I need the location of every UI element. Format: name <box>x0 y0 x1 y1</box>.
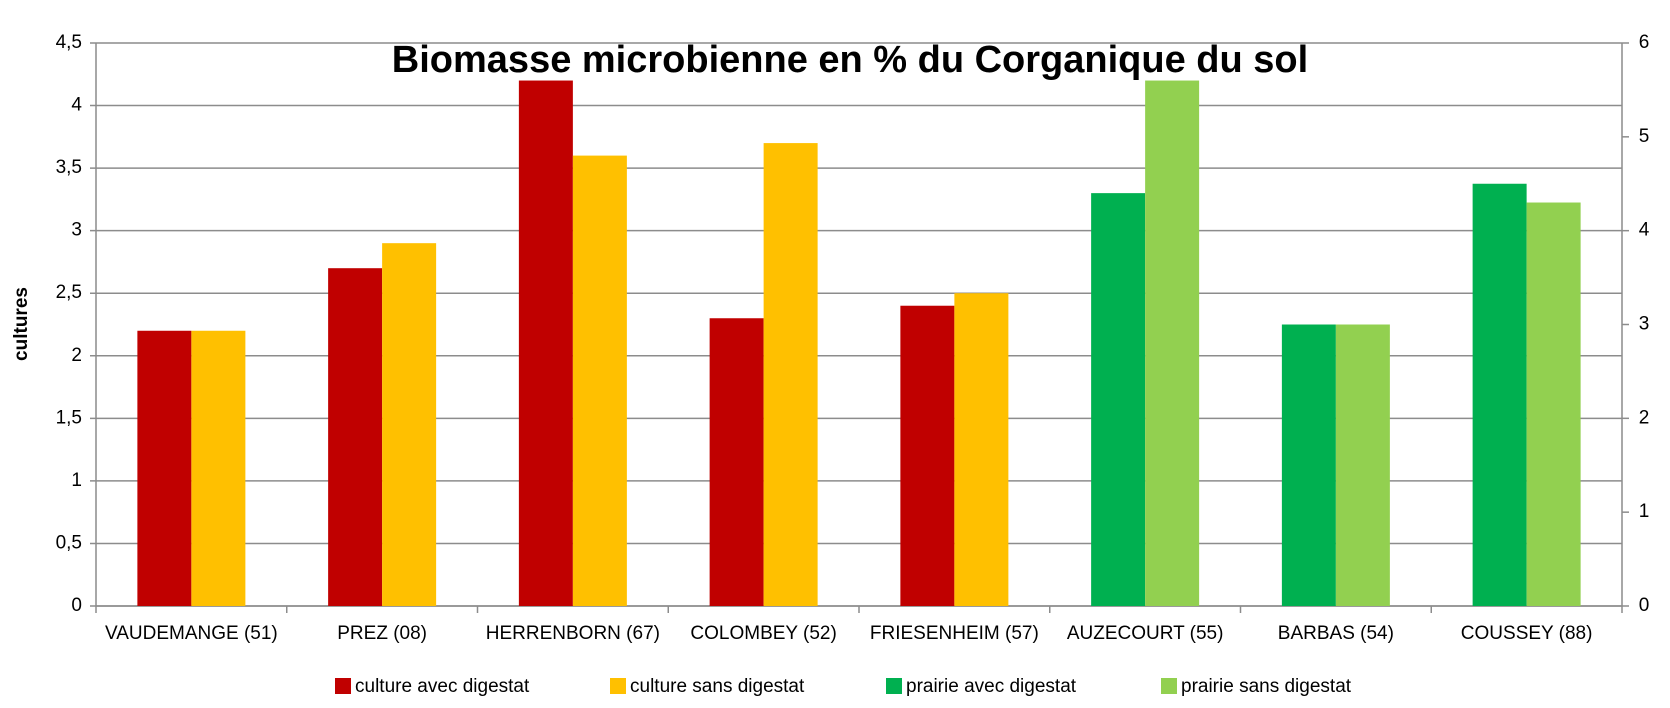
x-tick-label: PREZ (08) <box>337 623 427 644</box>
x-tick-label: FRIESENHEIM (57) <box>870 623 1039 644</box>
y-tick-label: 3,5 <box>56 157 82 178</box>
y-tick-label: 1,5 <box>56 407 82 428</box>
bar <box>709 318 764 606</box>
x-tick-label: AUZECOURT (55) <box>1067 623 1224 644</box>
y-tick-label: 2,5 <box>56 282 82 303</box>
y-tick-label: 1 <box>71 470 82 491</box>
bar <box>1335 324 1390 606</box>
y-axis-title: cultures <box>11 287 32 361</box>
y2-tick-label: 5 <box>1639 126 1650 147</box>
bar <box>763 143 818 607</box>
y2-tick-label: 1 <box>1639 501 1650 522</box>
bar <box>572 155 627 606</box>
bar <box>191 330 246 606</box>
x-tick-label: BARBAS (54) <box>1278 623 1394 644</box>
legend-label: prairie avec digestat <box>906 676 1077 697</box>
bar <box>382 243 437 606</box>
y-tick-label: 4,5 <box>56 32 82 53</box>
y2-tick-label: 4 <box>1639 220 1650 241</box>
y-tick-label: 3 <box>71 220 82 241</box>
y2-tick-label: 2 <box>1639 407 1650 428</box>
y2-tick-label: 6 <box>1639 32 1650 53</box>
legend-label: prairie sans digestat <box>1181 676 1352 697</box>
bar <box>954 293 1009 606</box>
bar <box>1145 80 1200 607</box>
x-tick-label: VAUDEMANGE (51) <box>105 623 278 644</box>
legend-swatch <box>610 678 626 694</box>
y-tick-label: 0 <box>71 595 82 616</box>
bar <box>900 305 955 606</box>
legend-swatch <box>335 678 351 694</box>
legend-swatch <box>1161 678 1177 694</box>
x-tick-label: COLOMBEY (52) <box>690 623 836 644</box>
bar <box>1526 202 1581 606</box>
y-tick-label: 0,5 <box>56 532 82 553</box>
x-tick-label: COUSSEY (88) <box>1461 623 1593 644</box>
x-tick-label: HERRENBORN (67) <box>486 623 660 644</box>
y2-tick-label: 0 <box>1639 595 1650 616</box>
bar <box>1281 324 1336 606</box>
y2-tick-label: 3 <box>1639 314 1650 335</box>
bar <box>328 268 383 606</box>
legend-swatch <box>886 678 902 694</box>
y-tick-label: 4 <box>71 95 82 116</box>
chart-title: Biomasse microbienne en % du Corganique … <box>392 39 1308 81</box>
legend-label: culture avec digestat <box>355 676 530 697</box>
legend-label: culture sans digestat <box>630 676 805 697</box>
bar <box>1472 183 1527 606</box>
bar <box>518 80 573 607</box>
bar <box>1091 193 1146 606</box>
bar <box>137 330 192 606</box>
y-tick-label: 2 <box>71 345 82 366</box>
